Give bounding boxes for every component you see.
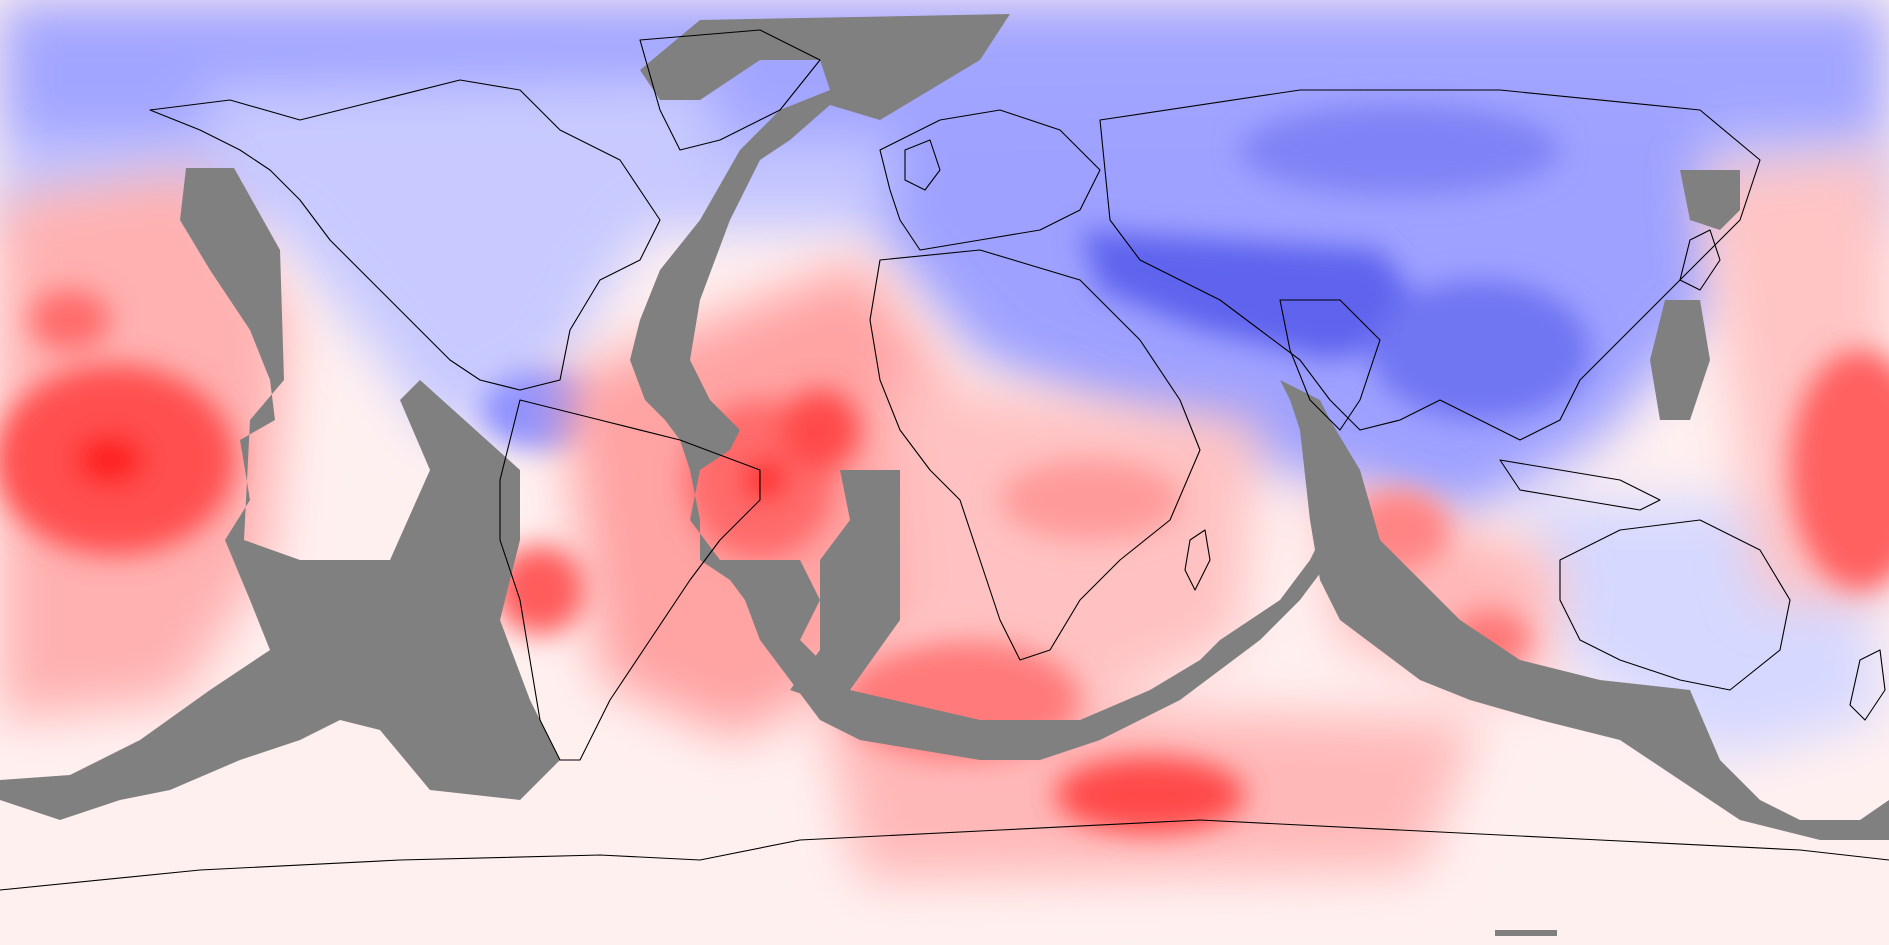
red-core-africa <box>1000 460 1180 540</box>
blue-deep-siberia <box>1240 105 1560 195</box>
coastlines <box>0 29 1889 891</box>
coast-madagascar <box>1184 529 1211 591</box>
mask-east-pacific <box>0 168 560 820</box>
blue-deep-se-asia <box>1370 280 1590 420</box>
mask-kamchatka <box>1680 170 1740 230</box>
coast-south-america <box>499 399 761 761</box>
mask-atlantic-lower <box>790 470 900 700</box>
red-core-west-pacific <box>1790 350 1889 590</box>
mask-indian-lower <box>1300 420 1889 840</box>
coast-greenland <box>639 29 821 151</box>
red-core-hawaii <box>30 290 110 350</box>
red-core-southern <box>1055 757 1245 833</box>
no-data-mask <box>0 14 1889 936</box>
mask-scale-bar <box>1495 930 1557 936</box>
red-core-peru <box>495 545 585 635</box>
blue-north-america <box>200 80 720 440</box>
red-core-atlantic <box>780 390 860 470</box>
blue-deep-central-asia <box>1080 230 1440 360</box>
coast-india <box>1279 299 1381 431</box>
coast-antarctica <box>0 819 1889 891</box>
coast-europe <box>879 109 1101 251</box>
red-core-brazil-max <box>743 460 787 500</box>
coast-africa <box>869 249 1201 661</box>
red-africa <box>880 380 1260 720</box>
coast-north-america <box>149 79 661 391</box>
mask-mid-atlantic <box>630 14 1350 760</box>
coast-japan <box>1679 229 1721 291</box>
coast-indonesia <box>1499 459 1661 511</box>
coast-new-zealand <box>1849 649 1886 721</box>
coast-australia <box>1559 519 1791 691</box>
mask-west-pacific-strip <box>1650 300 1710 420</box>
red-core-pacific-max <box>75 435 145 485</box>
coast-asia <box>1099 89 1761 441</box>
coast-uk <box>904 139 941 191</box>
